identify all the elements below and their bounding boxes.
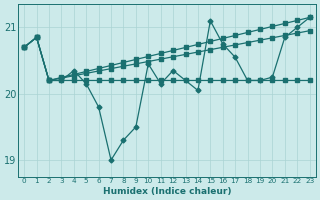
X-axis label: Humidex (Indice chaleur): Humidex (Indice chaleur) [103, 187, 231, 196]
